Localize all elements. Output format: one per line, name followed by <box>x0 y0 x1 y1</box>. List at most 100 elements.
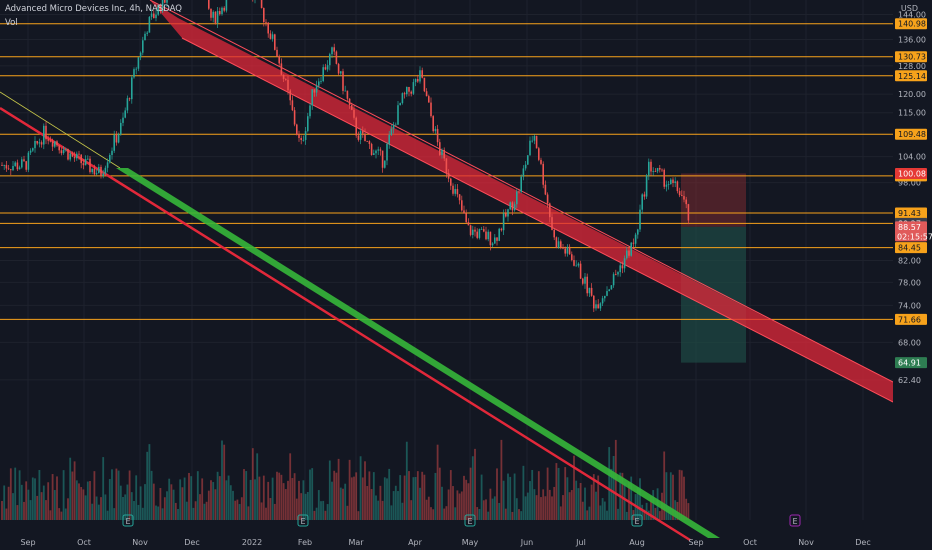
candle-body <box>593 295 595 309</box>
candle-body <box>566 246 569 254</box>
price-tick-label: 144.00 <box>898 10 926 19</box>
candle-body <box>524 164 527 169</box>
candle-body <box>291 100 294 111</box>
candle-body <box>590 287 593 296</box>
candle-body <box>650 161 652 172</box>
volume-bar <box>663 451 666 520</box>
volume-bar <box>298 480 300 520</box>
volume-bar <box>269 498 272 520</box>
volume-bar <box>590 484 593 520</box>
candle-body <box>450 178 452 186</box>
candle-body <box>641 194 643 210</box>
volume-bar <box>258 476 261 520</box>
short-position-tool[interactable] <box>681 173 746 363</box>
candle-body <box>621 265 624 269</box>
candle-body <box>36 140 38 144</box>
volume-bar <box>18 470 21 520</box>
candle-body <box>106 162 109 168</box>
trend-channels[interactable] <box>0 0 894 542</box>
candle-body <box>672 179 674 183</box>
candle-body <box>45 125 47 140</box>
candle-body <box>166 0 168 3</box>
candle-body <box>392 124 395 129</box>
candle-body <box>388 134 390 144</box>
candle-body <box>161 0 164 12</box>
volume-bar <box>80 487 83 520</box>
volume-bar <box>650 496 652 520</box>
candle-body <box>527 155 529 165</box>
candle-body <box>399 103 401 106</box>
volume-bar <box>412 477 415 520</box>
volume-bar <box>427 496 430 520</box>
volume-bar <box>232 490 234 520</box>
volume-bar <box>610 468 613 520</box>
candle-body <box>120 122 122 135</box>
candle-body <box>89 158 91 173</box>
volume-bar <box>414 477 417 520</box>
volume-bar <box>306 491 309 520</box>
volume-bar <box>680 470 683 520</box>
volume-bar <box>249 479 252 520</box>
price-axis-bg[interactable] <box>893 0 932 550</box>
volume-bar <box>524 496 527 520</box>
candle-body <box>282 74 285 80</box>
candle-body <box>454 189 456 194</box>
volume-bar <box>460 491 463 520</box>
time-tick-label: Dec <box>184 538 199 547</box>
volume-bar <box>654 507 657 520</box>
volume-bar <box>447 489 450 520</box>
volume-bar <box>157 506 160 520</box>
price-tick-label: 115.00 <box>898 109 926 118</box>
volume-bar <box>551 496 553 520</box>
time-axis[interactable]: Sep Oct Nov Dec 2022 Feb Mar Apr May Jun Jul Aug Sep… <box>20 538 870 547</box>
candle-body <box>623 258 626 269</box>
volume-bar <box>172 489 175 520</box>
volume-bar <box>119 485 122 520</box>
candle-body <box>43 125 45 145</box>
candle-body <box>634 234 637 244</box>
time-tick-label: Nov <box>132 538 148 547</box>
candle-body <box>676 181 679 192</box>
candle-body <box>342 71 344 91</box>
volume-bar <box>104 494 107 520</box>
volume-bar <box>45 500 47 520</box>
candle-body <box>423 77 426 92</box>
volume-bar <box>346 505 349 520</box>
candle-body <box>353 109 355 118</box>
price-axis[interactable]: 160.00152.00144.00136.00128.00120.00115.… <box>898 0 926 385</box>
candle-body <box>604 295 606 299</box>
volume-bar <box>353 476 355 520</box>
candle-body <box>648 161 650 176</box>
candle-body <box>610 285 613 290</box>
volume-bar <box>478 509 481 520</box>
volume-bar <box>658 511 661 520</box>
volume-bar <box>623 482 626 520</box>
volume-bar <box>40 492 43 520</box>
volume-bar <box>592 474 595 520</box>
volume-bar <box>410 500 413 520</box>
candle-body <box>263 8 265 22</box>
price-tick-label: 82.00 <box>898 257 921 266</box>
volume-bar <box>300 493 303 520</box>
candle-body <box>364 133 366 142</box>
candle-body <box>84 159 87 166</box>
candle-body <box>49 140 52 142</box>
volume-bar <box>377 500 380 520</box>
volume-bar <box>337 458 340 520</box>
volume-bar <box>491 498 494 520</box>
countdown-label: 02:15:57 <box>897 232 932 241</box>
level-badge-label: 84.45 <box>898 244 921 253</box>
candle-body <box>355 117 357 136</box>
candle-body <box>128 98 131 100</box>
volume-bar <box>183 477 186 520</box>
earnings-marker <box>631 514 643 527</box>
volume-bar <box>511 511 514 520</box>
volume-bar <box>463 475 465 520</box>
volume-bar <box>687 503 690 520</box>
candle-body <box>661 169 663 171</box>
volume-bar <box>311 468 314 520</box>
channel-green-band <box>116 168 720 538</box>
level-badge <box>895 242 927 254</box>
